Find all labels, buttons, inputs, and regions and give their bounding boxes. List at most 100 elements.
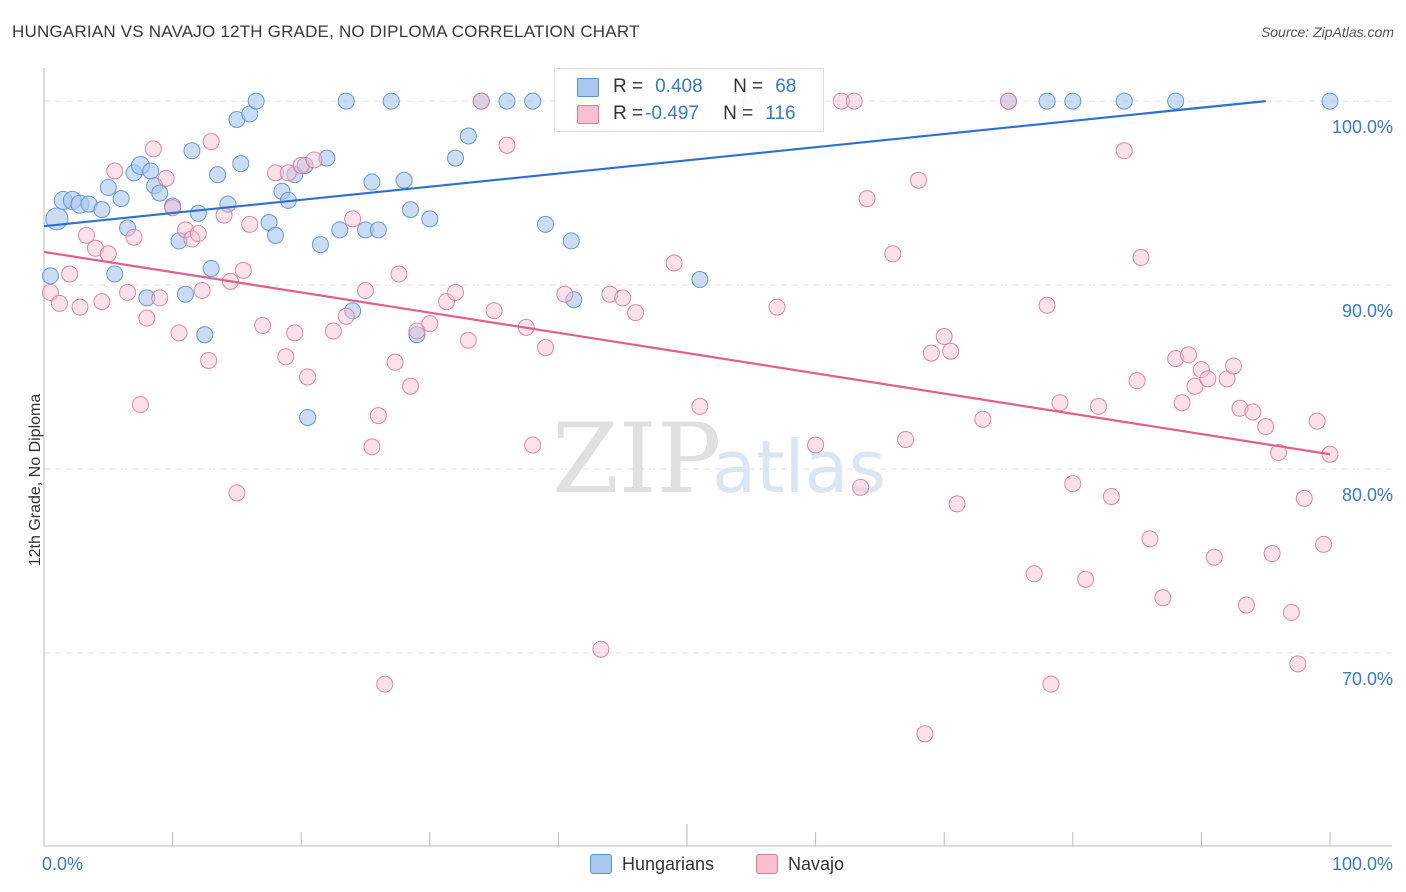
navajo-point — [447, 283, 465, 301]
watermark-atlas: atlas — [712, 425, 886, 509]
navajo-point — [1308, 412, 1326, 430]
navajo-point — [402, 377, 420, 395]
navajo-point — [125, 228, 143, 246]
hungarians-point — [151, 184, 169, 202]
legend-item-hungarians[interactable]: Hungarians — [590, 852, 714, 876]
navajo-point — [974, 410, 992, 428]
hungarians-point — [337, 92, 355, 110]
navajo-point — [61, 265, 79, 283]
navajo-point — [614, 289, 632, 307]
hungarians-point — [1064, 92, 1082, 110]
navajo-point — [170, 324, 188, 342]
navajo-point — [1141, 530, 1159, 548]
navajo-point — [1270, 443, 1288, 461]
hungarians-point — [170, 232, 188, 250]
navajo-point — [472, 92, 490, 110]
stats-legend: R = 0.408 N = 68 R = -0.497 N = 116 — [554, 68, 824, 132]
navajo-point — [77, 226, 95, 244]
legend-item-navajo[interactable]: Navajo — [756, 852, 844, 876]
hungarians-point — [232, 155, 250, 173]
hungarians-point — [189, 204, 207, 222]
n-value: 116 — [765, 103, 796, 124]
navajo-point — [1025, 565, 1043, 583]
navajo-point — [1154, 589, 1172, 607]
navajo-point — [909, 171, 927, 189]
hungarians-point — [138, 289, 156, 307]
navajo-point — [1115, 142, 1133, 160]
hungarians-point — [41, 267, 59, 285]
navajo-point — [1231, 399, 1249, 417]
navajo-point — [176, 221, 194, 239]
hungarians-point — [382, 92, 400, 110]
navajo-point — [485, 302, 503, 320]
n-label: N = — [733, 76, 764, 97]
navajo-point — [421, 315, 439, 333]
hungarians-point — [296, 156, 314, 174]
navajo-point — [691, 397, 709, 415]
hungarians-point — [408, 326, 426, 344]
navajo-point — [845, 92, 863, 110]
navajo-point — [279, 164, 297, 182]
navajo-point — [1038, 296, 1056, 314]
navajo-point — [71, 298, 89, 316]
navajo-point — [292, 156, 310, 174]
navajo-point — [556, 285, 574, 303]
y-tick-label: 80.0% — [1342, 485, 1393, 505]
hungarians-point — [209, 166, 227, 184]
navajo-point — [99, 245, 117, 263]
navajo-point — [601, 285, 619, 303]
hungarians-point — [562, 232, 580, 250]
hungarians-point — [395, 171, 413, 189]
navajo-point — [106, 162, 124, 180]
navajo-point — [1244, 403, 1262, 421]
r-label: R = — [613, 103, 644, 124]
navajo-point — [807, 436, 825, 454]
navajo-point — [1237, 596, 1255, 614]
navajo-point — [241, 215, 259, 233]
y-tick-label: 70.0% — [1342, 669, 1393, 689]
n-label: N = — [723, 103, 754, 124]
navajo-point — [286, 324, 304, 342]
chart-title: HUNGARIAN VS NAVAJO 12TH GRADE, NO DIPLO… — [12, 22, 640, 41]
gridlines — [44, 100, 1392, 654]
chart-source: Source: ZipAtlas.com — [1260, 24, 1394, 40]
navajo-point — [50, 294, 68, 312]
x-tick-label: 100.0% — [1332, 854, 1393, 874]
hungarians-point — [691, 271, 709, 289]
navajo-point — [151, 289, 169, 307]
hungarians-point — [183, 142, 201, 160]
hungarians-point — [119, 219, 137, 237]
y-tick-label: 100.0% — [1332, 117, 1393, 137]
watermark-zip: ZIP — [552, 403, 721, 515]
navajo-point — [305, 151, 323, 169]
navajo-point — [277, 348, 295, 366]
navajo-point — [852, 478, 870, 496]
hungarians-point — [1321, 92, 1339, 110]
navajo-point — [1173, 394, 1191, 412]
navajo-point — [1257, 418, 1275, 436]
navajo-point — [408, 322, 426, 340]
r-value: 0.408 — [655, 76, 703, 97]
navajo-point — [524, 436, 542, 454]
navajo-point — [438, 293, 456, 311]
hungarians-point — [1115, 92, 1133, 110]
r-value: -0.497 — [645, 103, 699, 124]
navajo-point — [144, 140, 162, 158]
navajo-point — [1128, 372, 1146, 390]
navajo-point — [234, 261, 252, 279]
hungarians-point — [318, 149, 336, 167]
hungarians-point — [299, 408, 317, 426]
navajo-point — [344, 210, 362, 228]
navajo-point — [1282, 603, 1300, 621]
y-axis-label: 12th Grade, No Diploma — [27, 393, 44, 567]
navajo-point — [138, 309, 156, 327]
navajo-point — [768, 298, 786, 316]
navajo-point — [41, 283, 59, 301]
navajo-point — [1263, 545, 1281, 563]
navajo-point — [86, 239, 104, 257]
navajo-point — [386, 353, 404, 371]
hungarians-swatch — [577, 77, 599, 97]
navajo-point — [189, 225, 207, 243]
navajo-point — [202, 133, 220, 151]
navajo-point — [498, 136, 516, 154]
